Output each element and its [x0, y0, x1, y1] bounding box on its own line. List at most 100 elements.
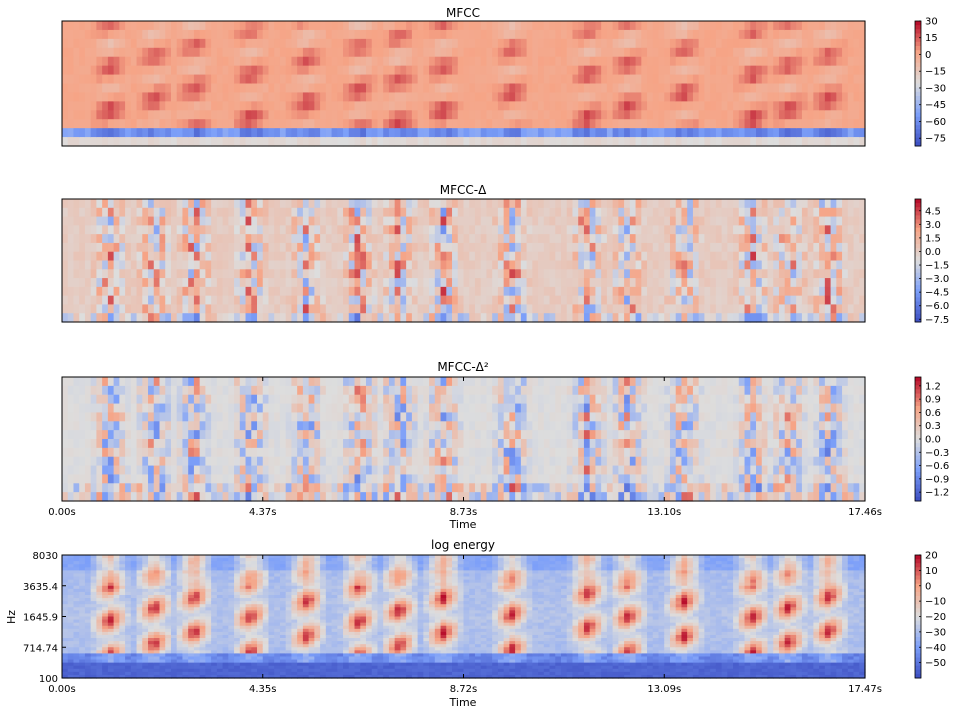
heatmap-cell — [721, 65, 728, 76]
heatmap-cell — [555, 137, 562, 147]
heatmap-cell — [847, 119, 855, 129]
heatmap-cell — [440, 207, 447, 218]
heatmap-cell — [520, 286, 528, 297]
heatmap-cell — [675, 225, 683, 235]
heatmap-cell — [251, 242, 258, 253]
heatmap-cell — [365, 269, 373, 279]
heatmap-cell — [188, 207, 195, 218]
heatmap-cell — [578, 216, 585, 226]
heatmap-cell — [159, 216, 166, 226]
heatmap-cell — [520, 110, 528, 120]
heatmap-cell — [492, 47, 499, 58]
heatmap-cell — [733, 101, 740, 111]
heatmap-cell — [423, 38, 430, 49]
heatmap-cell — [383, 128, 390, 138]
heatmap-cell — [262, 47, 270, 58]
heatmap-cell — [756, 207, 763, 218]
heatmap-cell — [790, 47, 797, 58]
heatmap-cell — [136, 110, 143, 120]
heatmap-cell — [583, 278, 591, 288]
heatmap-cell — [796, 313, 803, 323]
heatmap-cell — [692, 101, 700, 111]
heatmap-cell — [148, 137, 155, 147]
heatmap-cell — [411, 492, 419, 502]
heatmap-cell — [543, 74, 551, 85]
heatmap-cell — [257, 216, 264, 226]
heatmap-cell — [750, 110, 757, 120]
heatmap-cell — [733, 47, 740, 58]
heatmap-cell — [698, 295, 705, 306]
heatmap-cell — [406, 199, 413, 209]
heatmap-cell — [847, 313, 855, 323]
heatmap-cell — [853, 47, 860, 58]
heatmap-cell — [807, 295, 814, 306]
colorbar-tick-label: 30 — [925, 17, 938, 28]
heatmap-cell — [216, 56, 224, 67]
heatmap-cell — [130, 199, 138, 209]
heatmap-cell — [606, 242, 614, 253]
heatmap-cell — [308, 137, 315, 147]
heatmap-cell — [337, 47, 344, 58]
heatmap-cell — [761, 128, 769, 138]
heatmap-cell — [859, 295, 866, 306]
heatmap-cell — [658, 278, 665, 288]
heatmap-cell — [274, 412, 281, 422]
heatmap-cell — [67, 492, 75, 502]
heatmap-cell — [67, 385, 75, 396]
heatmap-cell — [142, 260, 149, 270]
heatmap-cell — [830, 110, 837, 120]
heatmap-cell — [90, 295, 98, 306]
heatmap-cell — [130, 242, 138, 253]
heatmap-cell — [337, 242, 344, 253]
heatmap-cell — [239, 304, 247, 314]
heatmap-cell — [515, 269, 522, 279]
heatmap-cell — [130, 128, 138, 138]
heatmap-cell — [245, 295, 252, 306]
heatmap-cell — [744, 92, 751, 102]
heatmap-cell — [704, 110, 711, 120]
heatmap-cell — [687, 278, 694, 288]
heatmap-cell — [234, 128, 241, 138]
heatmap-cell — [721, 128, 728, 138]
heatmap-cell — [624, 286, 631, 297]
heatmap-cell — [113, 483, 120, 493]
heatmap-cell — [681, 92, 688, 102]
heatmap-cell — [411, 137, 419, 147]
heatmap-cell — [543, 216, 551, 226]
heatmap-cell — [170, 483, 178, 493]
heatmap-cell — [675, 38, 683, 49]
heatmap-cell — [773, 101, 780, 111]
heatmap-cell — [325, 21, 333, 31]
heatmap-cell — [744, 286, 751, 297]
heatmap-cell — [262, 403, 270, 414]
heatmap-cell — [601, 137, 608, 147]
heatmap-cell — [704, 38, 711, 49]
heatmap-cell — [446, 128, 453, 138]
heatmap-cell — [423, 465, 430, 476]
heatmap-cell — [669, 65, 677, 76]
heatmap-cell — [365, 29, 373, 40]
heatmap-cell — [681, 128, 688, 138]
heatmap-cell — [629, 83, 637, 94]
heatmap-cell — [796, 304, 803, 314]
heatmap-cell — [738, 56, 746, 67]
heatmap-cell — [480, 260, 488, 270]
heatmap-cell — [234, 242, 241, 253]
heatmap-cell — [251, 403, 258, 414]
heatmap-cell — [165, 465, 172, 476]
heatmap-cell — [549, 74, 556, 85]
heatmap-cell — [824, 313, 832, 323]
heatmap-cell — [228, 251, 235, 262]
heatmap-cell — [360, 137, 367, 147]
heatmap-cell — [601, 83, 608, 94]
heatmap-cell — [279, 29, 287, 40]
heatmap-cell — [73, 403, 80, 414]
heatmap-cell — [446, 304, 453, 314]
heatmap-cell — [824, 269, 832, 279]
heatmap-cell — [669, 101, 677, 111]
heatmap-cell — [675, 251, 683, 262]
heatmap-cell — [285, 465, 293, 476]
heatmap-cell — [486, 242, 493, 253]
heatmap-cell — [348, 439, 356, 449]
heatmap-cell — [824, 110, 832, 120]
